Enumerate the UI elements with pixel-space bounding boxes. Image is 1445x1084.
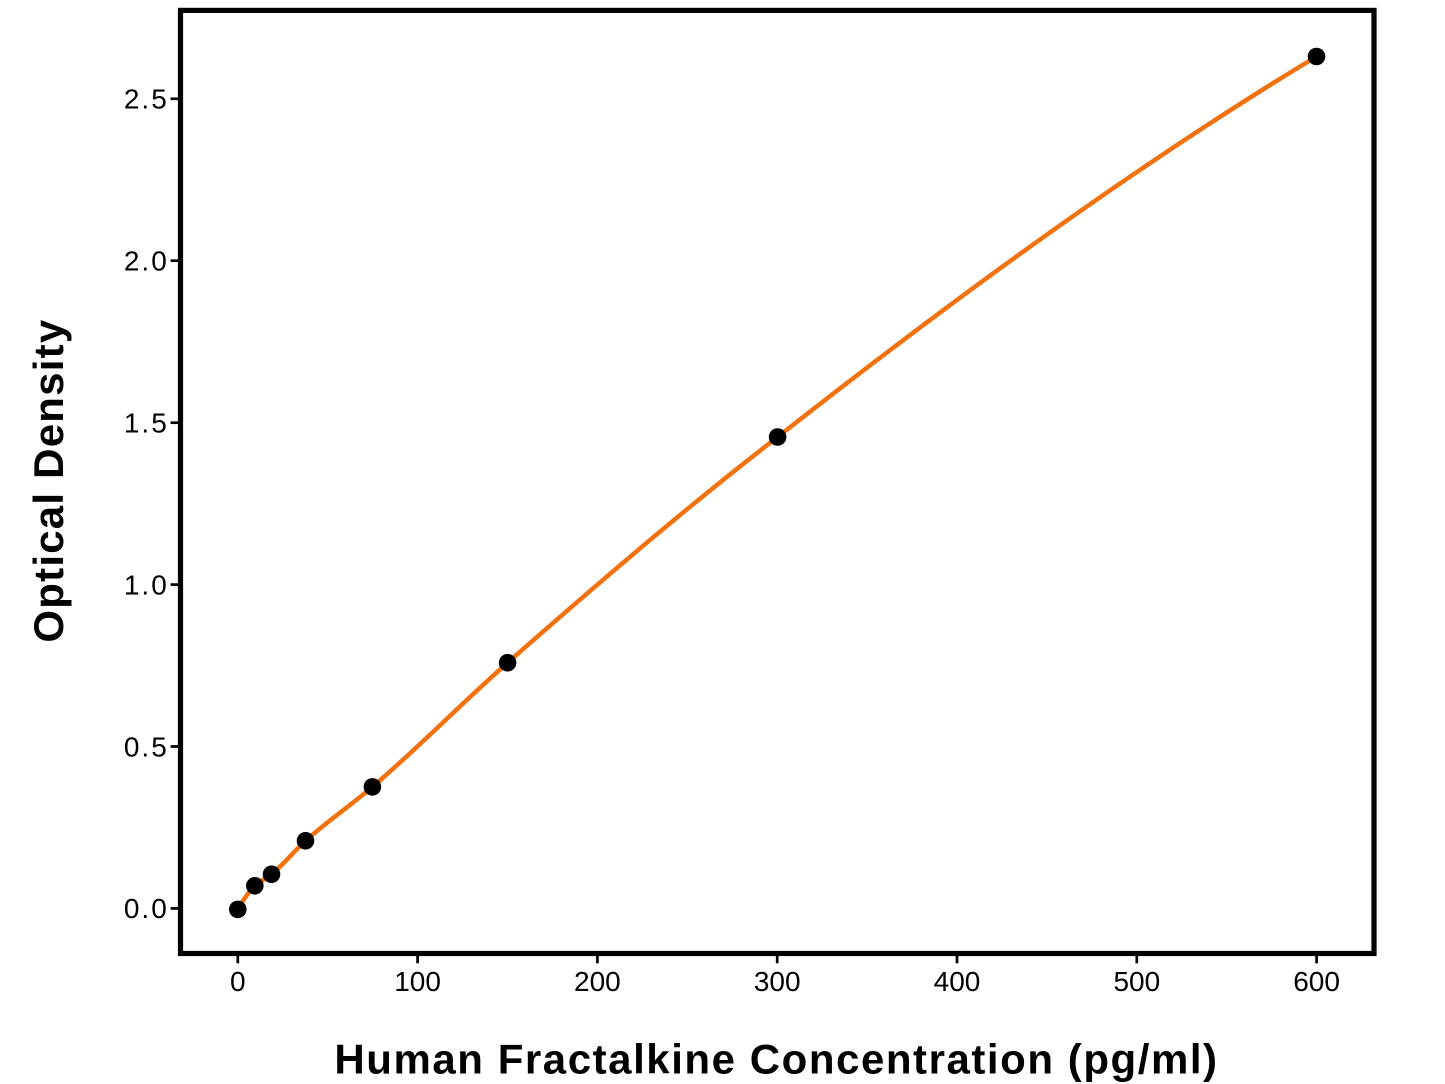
svg-text:1.0: 1.0 xyxy=(124,569,169,600)
svg-text:300: 300 xyxy=(754,966,801,997)
svg-text:200: 200 xyxy=(574,966,621,997)
svg-text:0: 0 xyxy=(230,966,246,997)
svg-text:400: 400 xyxy=(934,966,981,997)
svg-text:600: 600 xyxy=(1293,966,1340,997)
svg-text:0.5: 0.5 xyxy=(124,731,169,762)
svg-text:Optical Density: Optical Density xyxy=(25,319,72,643)
svg-text:100: 100 xyxy=(394,966,441,997)
svg-text:2.0: 2.0 xyxy=(124,246,169,277)
svg-text:Human Fractalkine Concentratio: Human Fractalkine Concentration (pg/ml) xyxy=(334,1036,1218,1083)
svg-text:1.5: 1.5 xyxy=(124,408,169,439)
svg-text:0.0: 0.0 xyxy=(124,893,169,924)
svg-text:2.5: 2.5 xyxy=(124,84,169,115)
svg-text:500: 500 xyxy=(1113,966,1160,997)
